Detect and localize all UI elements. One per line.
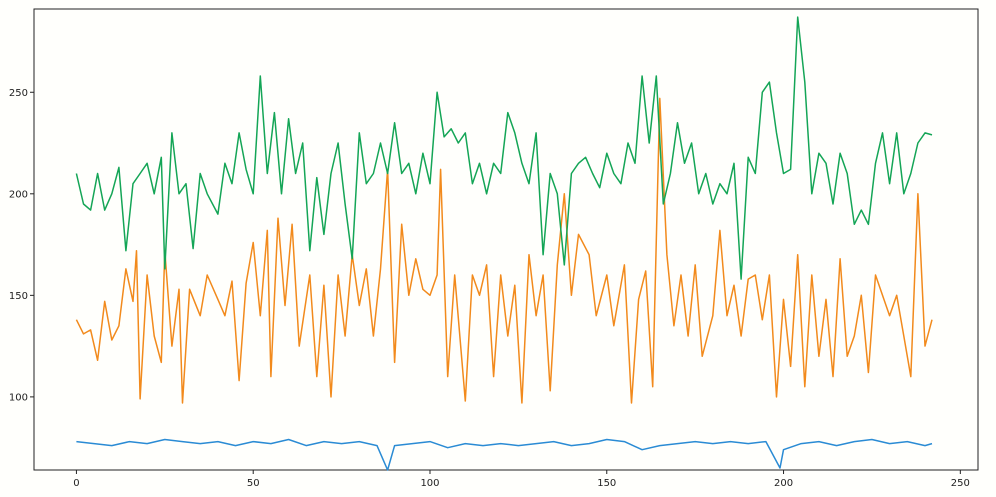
y-tick-label: 150 bbox=[9, 291, 28, 302]
series-layer bbox=[75, 16, 933, 471]
orange-series-line bbox=[75, 97, 933, 404]
x-tick-label: 200 bbox=[774, 478, 793, 489]
x-axis: 0 50 100 150 200 250 bbox=[73, 470, 970, 489]
y-tick-label: 200 bbox=[9, 189, 28, 200]
blue-series-line bbox=[76, 438, 933, 471]
x-tick-label: 50 bbox=[247, 478, 260, 489]
x-tick-label: 250 bbox=[951, 478, 970, 489]
plot-area bbox=[33, 8, 979, 471]
green-series-line bbox=[75, 16, 933, 280]
y-tick-label: 100 bbox=[9, 392, 28, 403]
y-axis: 100 150 200 250 bbox=[9, 88, 34, 403]
y-tick-label: 250 bbox=[9, 88, 28, 99]
x-tick-label: 0 bbox=[73, 478, 79, 489]
x-tick-label: 100 bbox=[420, 478, 439, 489]
x-tick-label: 150 bbox=[597, 478, 616, 489]
